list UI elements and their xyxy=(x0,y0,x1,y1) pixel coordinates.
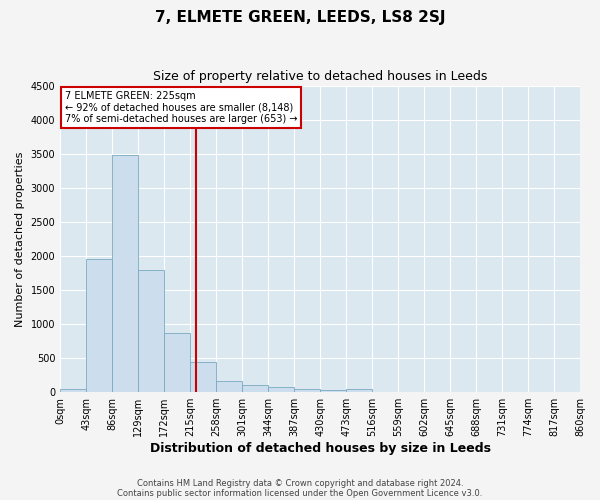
Bar xyxy=(86,260,112,392)
Text: Contains HM Land Registry data © Crown copyright and database right 2024.: Contains HM Land Registry data © Crown c… xyxy=(137,478,463,488)
Bar xyxy=(138,270,164,392)
Bar xyxy=(294,389,320,392)
Text: 7, ELMETE GREEN, LEEDS, LS8 2SJ: 7, ELMETE GREEN, LEEDS, LS8 2SJ xyxy=(155,10,445,25)
Bar xyxy=(190,362,216,392)
Text: Contains public sector information licensed under the Open Government Licence v3: Contains public sector information licen… xyxy=(118,488,482,498)
Title: Size of property relative to detached houses in Leeds: Size of property relative to detached ho… xyxy=(153,70,487,83)
Text: 7 ELMETE GREEN: 225sqm
← 92% of detached houses are smaller (8,148)
7% of semi-d: 7 ELMETE GREEN: 225sqm ← 92% of detached… xyxy=(65,91,298,124)
Bar xyxy=(346,390,372,392)
Bar xyxy=(216,380,242,392)
Bar xyxy=(320,390,346,392)
Y-axis label: Number of detached properties: Number of detached properties xyxy=(15,151,25,326)
Bar xyxy=(60,389,86,392)
Bar xyxy=(242,384,268,392)
X-axis label: Distribution of detached houses by size in Leeds: Distribution of detached houses by size … xyxy=(149,442,491,455)
Bar xyxy=(112,155,138,392)
Bar xyxy=(164,333,190,392)
Bar xyxy=(268,387,294,392)
